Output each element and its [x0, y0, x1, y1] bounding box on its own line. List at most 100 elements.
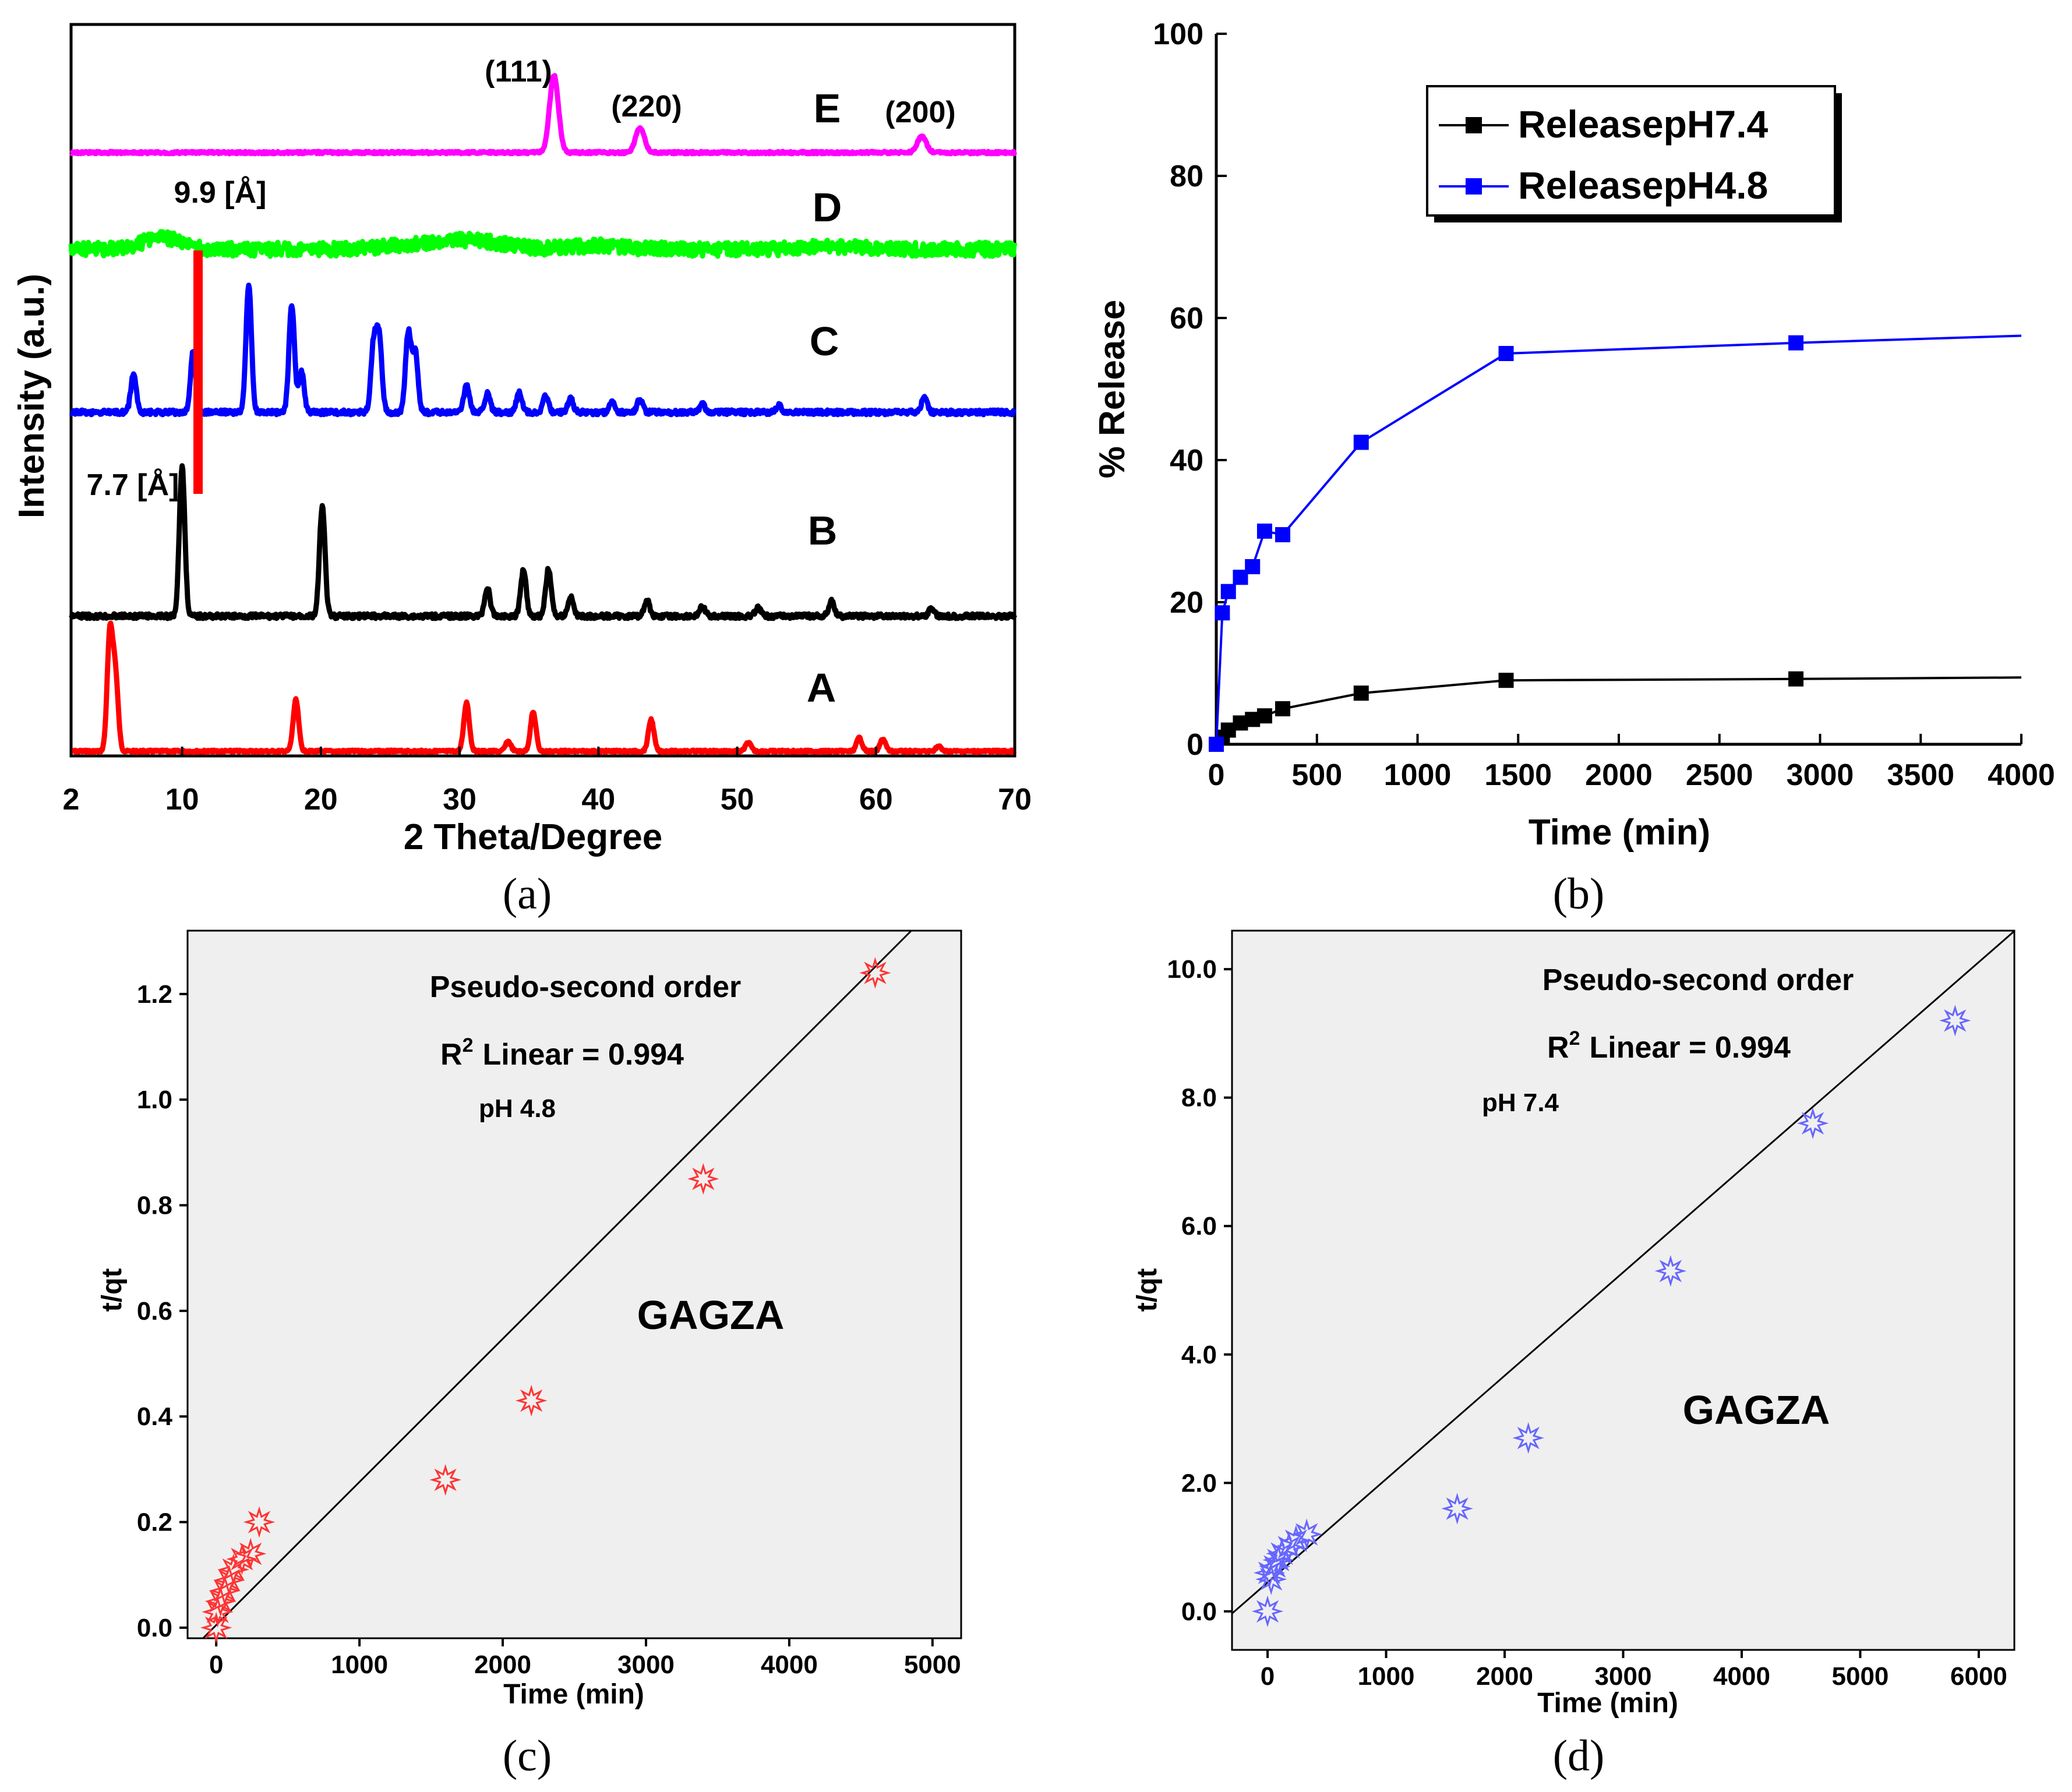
panel-d-r2: R2 Linear = 0.994	[1547, 1027, 1791, 1065]
y-tick-label: 60	[1170, 302, 1203, 335]
y-tick-label: 8.0	[1181, 1084, 1217, 1112]
data-point	[859, 957, 891, 989]
panel-a-curves	[68, 73, 1018, 755]
panel-d-condition: pH 7.4	[1482, 1088, 1559, 1117]
xrd-curve-b	[69, 463, 1018, 621]
panel-d-caption: (d)	[1553, 1731, 1605, 1780]
data-point	[1498, 673, 1514, 688]
x-tick-label: 4000	[1988, 758, 2055, 792]
y-tick-label: 0.2	[137, 1508, 172, 1537]
y-tick-label: 80	[1170, 160, 1203, 193]
panel-c-plot-area	[186, 929, 962, 1639]
y-tick-label: 1.2	[137, 980, 172, 1009]
data-point	[1262, 1544, 1294, 1576]
x-tick-label: 5000	[904, 1650, 961, 1679]
y-tick-label: 0.0	[1181, 1597, 1217, 1626]
panel-c-fit-line	[202, 929, 912, 1639]
x-tick-label: 60	[859, 783, 893, 817]
legend-marker-ph74	[1466, 117, 1482, 133]
data-point	[1353, 434, 1369, 450]
curve-label-c: C	[810, 319, 839, 364]
x-tick-label: 2000	[474, 1650, 531, 1679]
x-tick-label: 5000	[1832, 1662, 1889, 1691]
xrd-curve-c	[69, 282, 1017, 418]
panel-c-ylabel: t/qt	[97, 1268, 128, 1312]
x-tick-label: 1000	[331, 1650, 388, 1679]
panel-a-xlabel: 2 Theta/Degree	[404, 817, 663, 857]
panel-c-r2-sup: 2	[463, 1034, 474, 1056]
fit-line	[1231, 930, 2015, 1614]
legend-label-ph48: ReleasepH4.8	[1518, 164, 1768, 207]
panel-a-x-ticks: 2 10 20 30 40 50 60 70	[63, 747, 1032, 817]
hkl-111-label: (111)	[485, 55, 552, 89]
curve-label-d: D	[813, 185, 842, 230]
panel-a-ylabel: Intensity (a.u.)	[12, 274, 52, 518]
x-tick-label: 10	[165, 783, 199, 817]
data-point	[429, 1464, 461, 1496]
xrd-curve-e	[69, 73, 1018, 157]
panel-b-ticks: 0 500 1000 1500 2000 2500 3000 3500 4000 0 20 40 60 8…	[1153, 17, 2055, 792]
data-point	[1215, 605, 1230, 621]
panel-d-fit-line	[1231, 930, 2015, 1614]
y-tick-label: 1.0	[137, 1086, 172, 1114]
data-point	[1220, 584, 1236, 599]
y-tick-label: 0.8	[137, 1191, 172, 1220]
series-line-0	[1221, 676, 2022, 738]
x-tick-label: 2	[63, 783, 80, 817]
panel-c-r2-text: Linear = 0.994	[483, 1038, 684, 1072]
x-tick-label: 1500	[1484, 758, 1552, 792]
x-tick-label: 3000	[617, 1650, 675, 1679]
y-tick-label: 0.0	[137, 1614, 172, 1642]
panel-b-ylabel: % Release	[1092, 300, 1132, 479]
data-point	[687, 1163, 719, 1195]
panel-d-points	[1251, 1005, 1971, 1627]
y-tick-label: 0	[1187, 728, 1203, 762]
panel-c-caption: (c)	[503, 1731, 552, 1780]
panel-c-condition: pH 4.8	[479, 1094, 556, 1123]
x-tick-label: 0	[209, 1650, 223, 1679]
xrd-curve-a	[69, 620, 1017, 755]
data-point	[1788, 335, 1804, 351]
y-tick-label: 4.0	[1181, 1341, 1217, 1369]
legend-marker-ph48	[1466, 178, 1482, 195]
x-tick-label: 1000	[1358, 1662, 1415, 1691]
data-point	[515, 1384, 548, 1417]
data-point	[1654, 1255, 1687, 1287]
x-tick-label: 0	[1208, 758, 1225, 792]
data-point	[1939, 1005, 1971, 1037]
xrd-curve-d	[68, 229, 1018, 259]
data-point	[1796, 1107, 1829, 1140]
x-tick-label: 6000	[1950, 1662, 2007, 1691]
data-point	[1209, 737, 1224, 752]
panel-c-title: Pseudo-second order	[430, 970, 742, 1004]
data-point	[1275, 701, 1291, 716]
curve-label-e: E	[814, 86, 841, 131]
x-tick-label: 4000	[761, 1650, 818, 1679]
hkl-220-label: (220)	[611, 90, 682, 123]
x-tick-label: 3000	[1787, 758, 1854, 792]
fit-line	[202, 929, 912, 1639]
x-tick-label: 40	[581, 783, 615, 817]
data-point	[1245, 559, 1261, 574]
panel-d-ylabel: t/qt	[1132, 1268, 1163, 1312]
panel-a-xrd: 2 10 20 30 40 50 60 70 (111) (220) (200) 9.9 [Å…	[12, 23, 1032, 918]
panel-d-r2-text: Linear = 0.994	[1590, 1031, 1791, 1065]
data-point	[1275, 527, 1291, 543]
x-tick-label: 2000	[1476, 1662, 1533, 1691]
data-point	[1512, 1422, 1544, 1454]
x-tick-label: 3000	[1595, 1662, 1652, 1691]
x-tick-label: 30	[443, 783, 476, 817]
panel-a-frame	[69, 23, 1016, 758]
panel-c-r2-prefix: R	[440, 1038, 463, 1072]
y-tick-label: 10.0	[1167, 955, 1217, 984]
data-point	[1788, 671, 1804, 687]
data-point	[1273, 1531, 1305, 1563]
panel-d-r2-prefix: R	[1547, 1031, 1569, 1065]
x-tick-label: 20	[304, 783, 338, 817]
series-line-1	[1215, 334, 2022, 745]
panel-c-kinetics: 0 1000 2000 3000 4000 5000 0.0 0.2 0.4 0.6 0.8 1.0 1…	[97, 929, 962, 1780]
x-tick-label: 1000	[1384, 758, 1452, 792]
panel-d-plot-area	[1231, 929, 2015, 1651]
hkl-200-label: (200)	[885, 96, 955, 129]
y-tick-label: 2.0	[1181, 1469, 1217, 1497]
